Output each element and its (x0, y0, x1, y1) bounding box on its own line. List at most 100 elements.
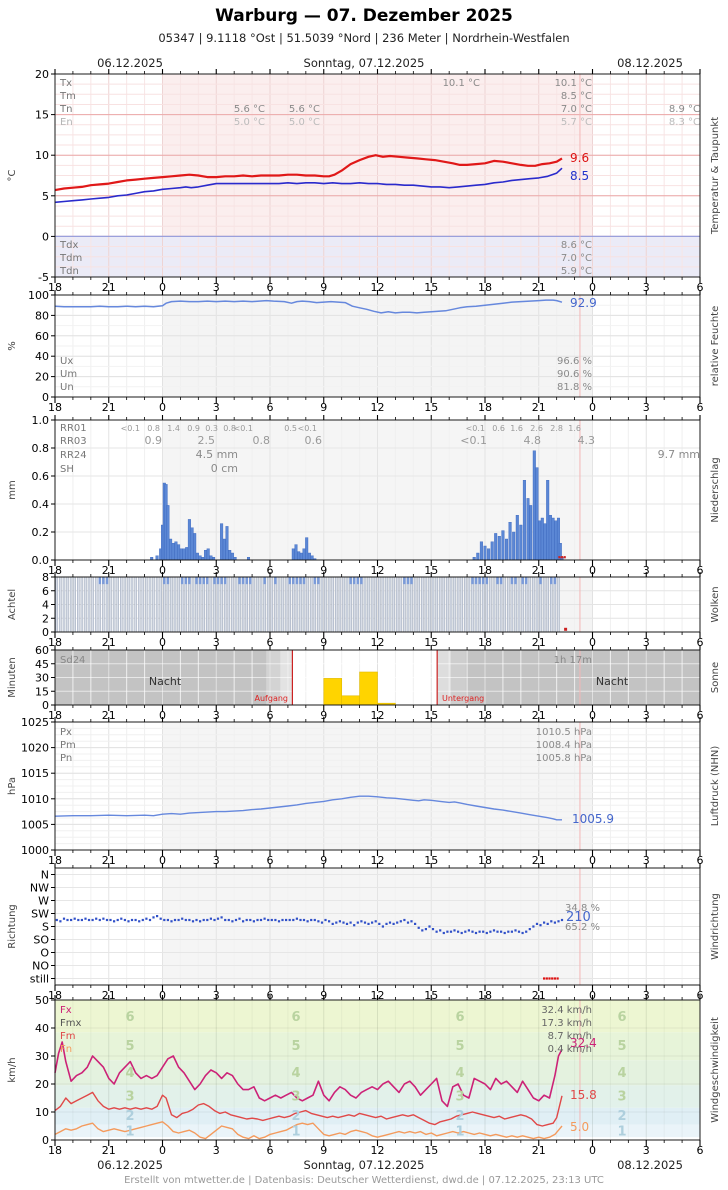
svg-text:<0.1: <0.1 (234, 424, 253, 433)
svg-text:9.7 mm: 9.7 mm (658, 448, 700, 461)
svg-text:5: 5 (42, 190, 49, 203)
svg-text:8.5 °C: 8.5 °C (561, 91, 592, 102)
svg-text:5.0 °C: 5.0 °C (289, 117, 320, 128)
svg-text:210: 210 (566, 910, 591, 925)
svg-text:50: 50 (35, 994, 49, 1007)
svg-text:21: 21 (532, 636, 546, 649)
svg-text:1005.8 hPa: 1005.8 hPa (536, 753, 592, 764)
svg-text:15: 15 (424, 636, 438, 649)
svg-text:5: 5 (291, 1039, 300, 1054)
svg-text:21: 21 (102, 854, 116, 867)
svg-text:18: 18 (48, 564, 62, 577)
svg-text:0.9: 0.9 (187, 424, 200, 433)
svg-text:0: 0 (589, 854, 596, 867)
svg-text:8.5: 8.5 (570, 169, 589, 183)
svg-text:3: 3 (643, 854, 650, 867)
svg-text:0.2: 0.2 (32, 526, 50, 539)
svg-text:60: 60 (35, 644, 49, 657)
svg-text:1: 1 (125, 1125, 134, 1140)
svg-text:15: 15 (424, 281, 438, 294)
svg-text:N: N (41, 869, 49, 882)
date-top-left: 06.12.2025 (97, 56, 163, 70)
svg-text:4: 4 (125, 1066, 134, 1081)
svg-text:18: 18 (478, 401, 492, 414)
svg-text:5.6 °C: 5.6 °C (289, 104, 320, 115)
date-top-center: Sonntag, 07.12.2025 (303, 56, 425, 70)
svg-text:1005.9: 1005.9 (572, 812, 614, 826)
svg-text:0: 0 (589, 281, 596, 294)
svg-text:Niederschlag: Niederschlag (710, 457, 721, 522)
page-title: Warburg — 07. Dezember 2025 (215, 6, 513, 26)
svg-text:3: 3 (643, 564, 650, 577)
svg-text:0.6: 0.6 (305, 434, 323, 447)
svg-text:Tdn: Tdn (59, 266, 79, 277)
svg-text:1010.5 hPa: 1010.5 hPa (536, 727, 592, 738)
svg-text:0.8: 0.8 (32, 442, 50, 455)
svg-text:still: still (30, 973, 49, 986)
svg-text:0.8: 0.8 (147, 424, 160, 433)
svg-text:3: 3 (643, 1144, 650, 1157)
svg-text:0: 0 (159, 854, 166, 867)
svg-text:4: 4 (617, 1066, 626, 1081)
svg-text:Wolken: Wolken (710, 586, 721, 622)
svg-text:0.5: 0.5 (284, 424, 297, 433)
svg-text:°C: °C (7, 169, 18, 181)
svg-text:10: 10 (35, 149, 49, 162)
svg-text:0.6: 0.6 (32, 470, 50, 483)
svg-text:21: 21 (532, 281, 546, 294)
svg-text:0: 0 (159, 281, 166, 294)
svg-text:9.6: 9.6 (570, 151, 589, 165)
svg-text:18: 18 (478, 709, 492, 722)
svg-text:1: 1 (291, 1125, 300, 1140)
svg-text:-5: -5 (38, 271, 49, 284)
svg-text:km/h: km/h (7, 1057, 18, 1082)
svg-text:%: % (7, 341, 18, 351)
svg-text:En: En (60, 117, 73, 128)
svg-text:15: 15 (424, 1144, 438, 1157)
svg-text:SH: SH (60, 464, 74, 475)
svg-text:8.7 km/h: 8.7 km/h (548, 1031, 592, 1042)
svg-text:7.0 °C: 7.0 °C (561, 104, 592, 115)
svg-text:8.6 °C: 8.6 °C (561, 240, 592, 251)
date-top-right: 08.12.2025 (617, 56, 683, 70)
svg-text:3: 3 (213, 281, 220, 294)
svg-text:2: 2 (125, 1109, 134, 1124)
svg-text:2.5: 2.5 (198, 434, 216, 447)
svg-text:9: 9 (320, 1144, 327, 1157)
svg-text:6: 6 (267, 854, 274, 867)
svg-text:mm: mm (7, 480, 18, 499)
svg-text:S: S (42, 921, 49, 934)
svg-text:12: 12 (371, 854, 385, 867)
svg-text:Tdm: Tdm (59, 253, 82, 264)
svg-text:0: 0 (42, 391, 49, 404)
svg-text:Nacht: Nacht (149, 675, 182, 688)
svg-text:6: 6 (697, 636, 704, 649)
svg-text:3: 3 (213, 1144, 220, 1157)
svg-text:9: 9 (320, 636, 327, 649)
svg-text:6: 6 (455, 1010, 464, 1025)
svg-text:8: 8 (42, 571, 49, 584)
svg-text:3: 3 (643, 636, 650, 649)
svg-text:Tm: Tm (59, 91, 76, 102)
svg-text:0: 0 (159, 564, 166, 577)
svg-text:3: 3 (213, 636, 220, 649)
svg-text:45: 45 (35, 658, 49, 671)
svg-text:18: 18 (478, 1144, 492, 1157)
svg-text:0: 0 (589, 401, 596, 414)
date-bottom-center: Sonntag, 07.12.2025 (303, 1158, 425, 1172)
svg-text:4: 4 (42, 599, 49, 612)
svg-text:4: 4 (455, 1066, 464, 1081)
svg-text:15: 15 (35, 109, 49, 122)
svg-text:32.4: 32.4 (570, 1036, 597, 1050)
svg-text:100: 100 (28, 289, 49, 302)
svg-text:15: 15 (424, 709, 438, 722)
svg-text:Fn: Fn (60, 1044, 72, 1055)
svg-text:4: 4 (291, 1066, 300, 1081)
svg-text:6: 6 (267, 636, 274, 649)
svg-text:Aufgang: Aufgang (255, 694, 289, 703)
svg-text:Windgeschwindigkeit: Windgeschwindigkeit (710, 1017, 721, 1123)
svg-text:9: 9 (320, 281, 327, 294)
svg-text:1h 17m: 1h 17m (554, 655, 592, 666)
svg-text:6: 6 (697, 564, 704, 577)
